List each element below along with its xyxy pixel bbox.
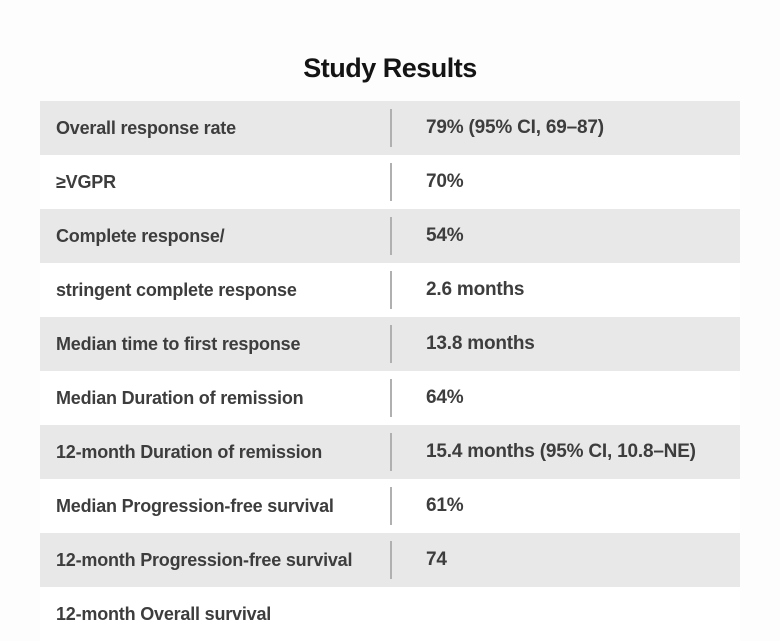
row-value: 2.6 months [426, 279, 525, 300]
row-label: 12-month Overall survival [56, 603, 272, 624]
row-label: Overall response rate [56, 117, 236, 138]
table-row: Median Progression-free survival 61% [40, 479, 740, 533]
row-value: 79% (95% CI, 69–87) [426, 117, 604, 138]
table-row: ≥VGPR 70% [40, 155, 740, 209]
row-label: ≥VGPR [56, 171, 116, 192]
table-row: 12-month Progression-free survival 74 [40, 533, 740, 587]
column-divider [390, 379, 392, 417]
table-row: Median time to first response 13.8 month… [40, 317, 740, 371]
table-row: Overall response rate 79% (95% CI, 69–87… [40, 101, 740, 155]
study-results-page: { "page": { "title": "Study Results" }, … [40, 53, 740, 624]
table-row: stringent complete response 2.6 months [40, 263, 740, 317]
results-table: Overall response rate 79% (95% CI, 69–87… [40, 101, 740, 641]
row-label: Median Duration of remission [56, 387, 304, 408]
row-label: stringent complete response [56, 279, 297, 300]
column-divider [390, 109, 392, 147]
row-value: 15.4 months (95% CI, 10.8–NE) [426, 441, 696, 462]
page-title: Study Results [303, 53, 477, 84]
row-label: Median time to first response [56, 333, 301, 354]
row-value: 64% [426, 387, 464, 408]
row-value: 70% [426, 171, 464, 192]
column-divider [390, 325, 392, 363]
table-row: Median Duration of remission 64% [40, 371, 740, 425]
column-divider [390, 487, 392, 525]
row-value: 13.8 months [426, 333, 535, 354]
row-value: 61% [426, 495, 464, 516]
row-label: Median Progression-free survival [56, 495, 334, 516]
column-divider [390, 541, 392, 579]
column-divider [390, 271, 392, 309]
column-divider [390, 433, 392, 471]
row-label: 12-month Duration of remission [56, 441, 323, 462]
column-divider [390, 163, 392, 201]
table-row: 12-month Duration of remission 15.4 mont… [40, 425, 740, 479]
table-row: 12-month Overall survival [40, 587, 740, 641]
row-value: 54% [426, 225, 464, 246]
row-label: 12-month Progression-free survival [56, 549, 353, 570]
table-row: Complete response/ 54% [40, 209, 740, 263]
column-divider [390, 217, 392, 255]
row-value: 74 [426, 549, 447, 570]
row-label: Complete response/ [56, 225, 225, 246]
